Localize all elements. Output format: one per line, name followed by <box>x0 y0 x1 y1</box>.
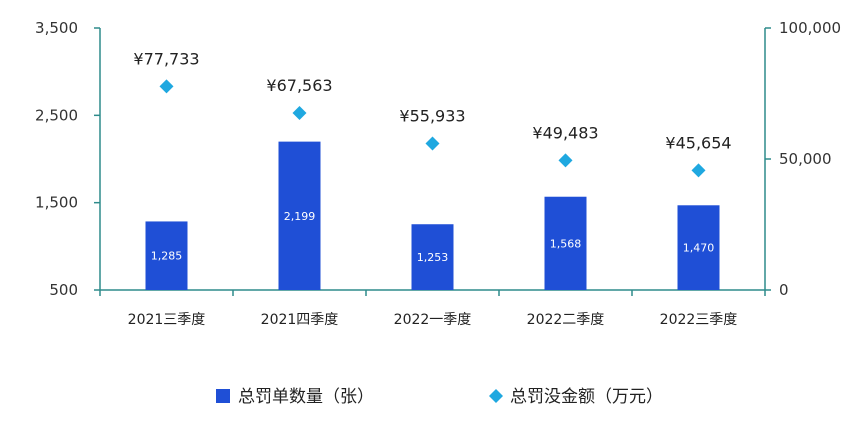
x-tick-label: 2021三季度 <box>128 312 206 328</box>
amount-value-label: ¥49,483 <box>532 123 598 142</box>
x-tick-label: 2022二季度 <box>527 312 605 328</box>
amount-value-label: ¥45,654 <box>665 133 731 152</box>
bar-value-label: 1,285 <box>151 250 183 263</box>
legend-bar-label: 总罚单数量（张） <box>238 387 374 407</box>
bar-value-label: 1,470 <box>683 242 715 255</box>
x-tick-label: 2022三季度 <box>660 312 738 328</box>
bar-value-label: 1,568 <box>550 237 582 250</box>
amount-point <box>425 136 440 151</box>
bars: 1,285 2,199 1,253 1,568 1,470 <box>145 141 720 290</box>
y-left-tick-label: 3,500 <box>35 19 78 37</box>
bar-value-label: 1,253 <box>417 251 449 264</box>
bar <box>145 221 188 290</box>
amount-point <box>691 163 706 178</box>
bar <box>411 224 454 290</box>
y-left-tick-label: 1,500 <box>35 194 78 212</box>
x-tick-label: 2021四季度 <box>261 312 339 328</box>
amount-value-label: ¥77,733 <box>133 49 199 68</box>
legend-diamond-swatch <box>489 389 503 403</box>
x-tick-label: 2022一季度 <box>394 312 472 328</box>
amount-value-label: ¥55,933 <box>399 106 465 125</box>
y-left-tick-label: 2,500 <box>35 106 78 124</box>
bar-value-label: 2,199 <box>284 210 316 223</box>
bar <box>677 205 720 290</box>
amount-point <box>159 79 174 94</box>
legend-bar-swatch <box>216 389 230 403</box>
amount-point <box>292 105 307 120</box>
amount-value-label: ¥67,563 <box>266 76 332 95</box>
y-right-tick-label: 100,000 <box>779 19 841 37</box>
points: ¥77,733 ¥67,563 ¥55,933 ¥49,483 ¥45,654 <box>133 49 732 178</box>
y-right-tick-label: 50,000 <box>779 150 832 168</box>
legend: 总罚单数量（张） 总罚没金额（万元） <box>216 387 663 407</box>
amount-point <box>558 153 573 168</box>
bar <box>278 141 321 290</box>
bar <box>544 196 587 290</box>
axes: 3,500 2,500 1,500 500 100,000 50,000 0 2021三季度 2… <box>35 19 841 328</box>
y-left-tick-label: 500 <box>49 281 78 299</box>
y-right-tick-label: 0 <box>779 281 789 299</box>
legend-point-label: 总罚没金额（万元） <box>510 387 663 407</box>
